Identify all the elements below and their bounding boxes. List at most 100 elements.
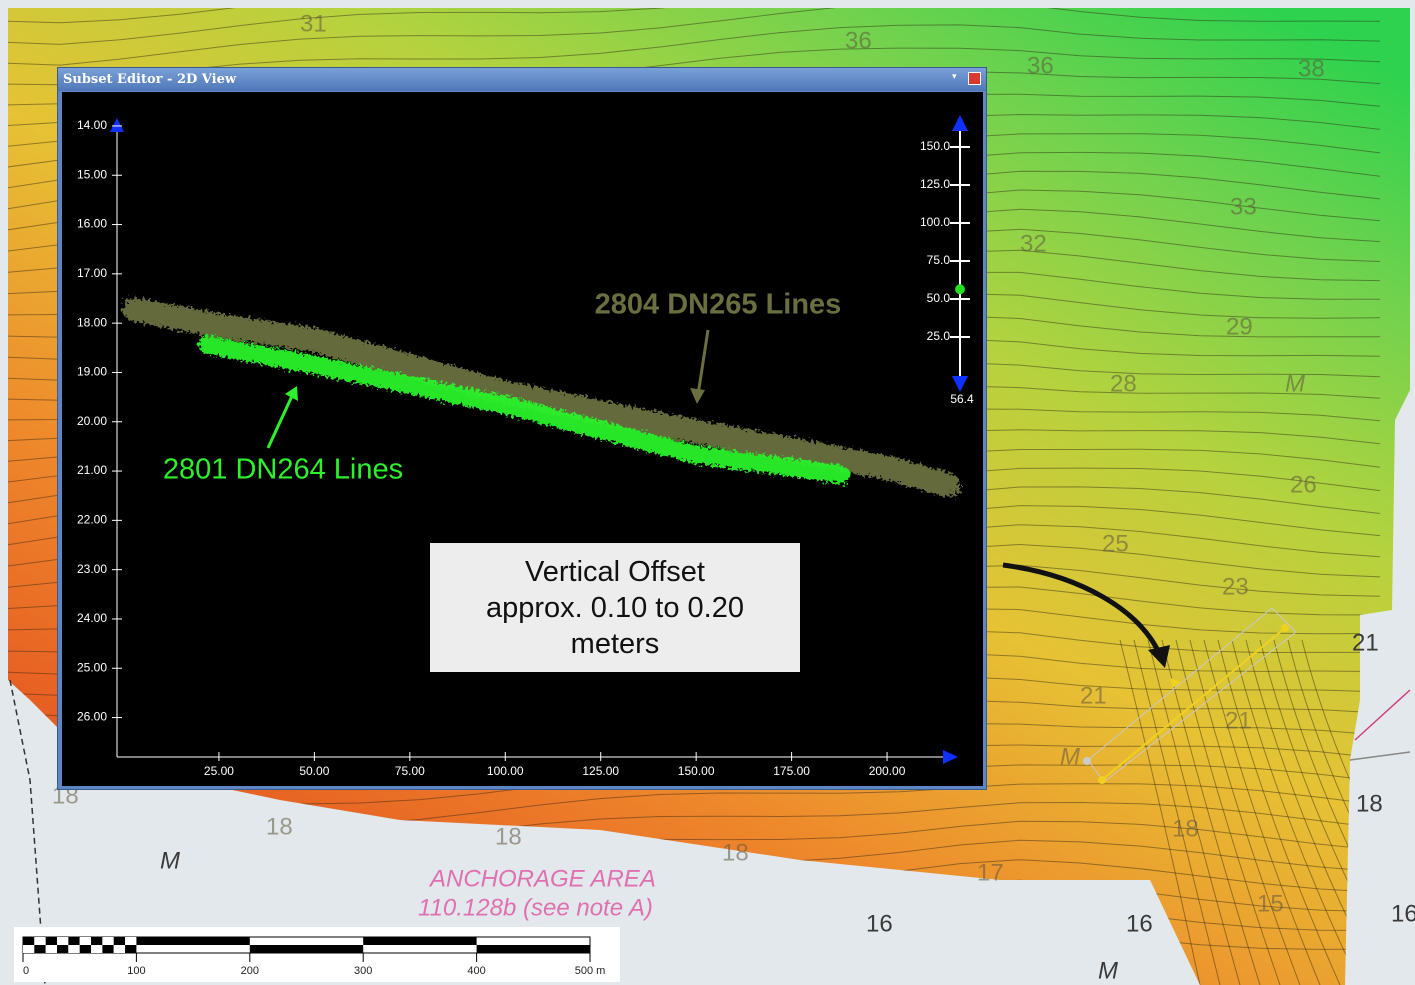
x-tick-label: 175.00 (773, 764, 810, 778)
profile-handle[interactable] (1281, 624, 1289, 632)
annotation-arrowhead (690, 388, 705, 404)
scale-checker (23, 945, 35, 953)
area-label: 110.128b (see note A) (418, 894, 653, 921)
y-tick-label: 20.00 (77, 414, 107, 428)
scale-checker (79, 945, 92, 953)
annotation-arrowhead (285, 386, 298, 401)
contour-line (1231, 639, 1361, 985)
callout-line: approx. 0.10 to 0.20 (486, 591, 744, 624)
point-cloud (198, 335, 851, 484)
contour-label: 18 (1172, 815, 1199, 842)
scale-segment (249, 945, 364, 953)
y-tick-label: 14.00 (77, 118, 107, 132)
contour-label: 38 (1298, 55, 1325, 82)
contour-label: 26 (1290, 471, 1317, 498)
x-tick-label: 150.00 (678, 764, 715, 778)
axis-arrow (943, 750, 958, 764)
annotation-arrow (696, 329, 710, 396)
boundary-line (1349, 751, 1411, 761)
close-button[interactable] (968, 72, 981, 85)
profile-handle[interactable] (1083, 757, 1091, 765)
series-annotation: 2804 DN265 Lines (595, 289, 842, 321)
sounding-label: 16 (1126, 910, 1153, 937)
contour-line (1287, 639, 1410, 985)
slider-handle[interactable] (955, 284, 965, 295)
y-tick-label: 21.00 (77, 463, 107, 477)
x-tick-label: 75.00 (395, 764, 425, 778)
x-tick-label: 200.00 (869, 764, 906, 778)
pointer-arrow-head (1148, 645, 1170, 668)
area-label: ANCHORAGE AREA (428, 865, 656, 892)
x-tick-label: 50.00 (299, 764, 329, 778)
scale-checker (113, 937, 126, 945)
axis-arrow (110, 118, 124, 132)
scale-checker (102, 945, 114, 953)
contour-line (1147, 639, 1241, 985)
slider-arrow (952, 115, 968, 131)
y-tick-label: 16.00 (77, 217, 107, 231)
slider-tick-label: 25.0 (927, 329, 951, 343)
y-tick-label: 26.00 (77, 710, 107, 724)
scale-checker (57, 937, 69, 945)
sounding-label: 18 (1356, 790, 1383, 817)
contour-label: 21 (1080, 682, 1107, 709)
scale-label: 100 (127, 965, 145, 977)
boundary-line (9, 679, 46, 985)
window-title: Subset Editor - 2D View (58, 68, 986, 91)
profile-handle[interactable] (1098, 776, 1106, 784)
slider-arrow (952, 376, 968, 392)
scale-checker (68, 937, 80, 945)
contour-label: 31 (300, 10, 327, 37)
contour-line (1175, 639, 1281, 985)
contour-label: 18 (266, 813, 293, 840)
plot-2d-view[interactable]: 14.00 15.00 16.00 17.00 18.00 19.00 20.00 21.00… (62, 92, 983, 786)
contour-line (1189, 639, 1301, 985)
contour-label: 36 (845, 27, 872, 54)
slider-tick-label: 75.0 (927, 253, 951, 267)
selection-box[interactable] (1087, 607, 1297, 783)
contour-label: 15 (1257, 890, 1284, 917)
scale-bar-box (14, 927, 620, 982)
y-tick-label: 23.00 (77, 562, 107, 576)
callout-line: meters (570, 627, 660, 660)
series-annotation: 2801 DN264 Lines (163, 454, 403, 486)
y-tick-label: 18.00 (77, 315, 107, 329)
y-tick-label: 25.00 (77, 660, 107, 674)
scale-checker (34, 937, 46, 945)
slider-tick-label: 125.0 (920, 177, 950, 191)
scale-checker (45, 945, 58, 953)
scale-checker (45, 937, 58, 945)
map-symbol: M (1098, 957, 1118, 984)
scale-segment (136, 937, 250, 945)
scale-checker (102, 937, 114, 945)
boundary-line (1354, 689, 1411, 741)
contour-label: 18 (722, 839, 749, 866)
scale-checker (91, 937, 103, 945)
map-symbol: M (160, 847, 180, 874)
scale-label: 0 (23, 965, 29, 977)
callout-line: Vertical Offset (525, 555, 705, 588)
scale-bar: 0 100 200 300 400 500 m (14, 927, 620, 982)
y-tick-label: 17.00 (77, 266, 107, 280)
direction-marker (1170, 678, 1182, 688)
annotation-arrow (266, 395, 294, 449)
x-tick-label: 100.00 (487, 764, 524, 778)
menu-button[interactable]: ▾ (952, 71, 957, 81)
scale-checker (91, 945, 103, 953)
contour-line (1119, 639, 1201, 985)
point-cloud (122, 297, 961, 497)
sounding-label: 21 (1352, 629, 1379, 656)
contour-label: 32 (1020, 230, 1047, 257)
y-tick-label: 24.00 (77, 611, 107, 625)
pointer-arrow (1002, 562, 1163, 657)
profile-line[interactable] (1101, 627, 1286, 781)
contour-line (8, 8, 1381, 45)
scale-label: 400 (467, 965, 485, 977)
scale-checker (68, 945, 80, 953)
contour-line (1133, 639, 1221, 985)
contour-label: 29 (1226, 313, 1253, 340)
x-tick-label: 125.00 (582, 764, 619, 778)
contour-line (1217, 639, 1341, 985)
contour-label: 23 (1222, 573, 1249, 600)
